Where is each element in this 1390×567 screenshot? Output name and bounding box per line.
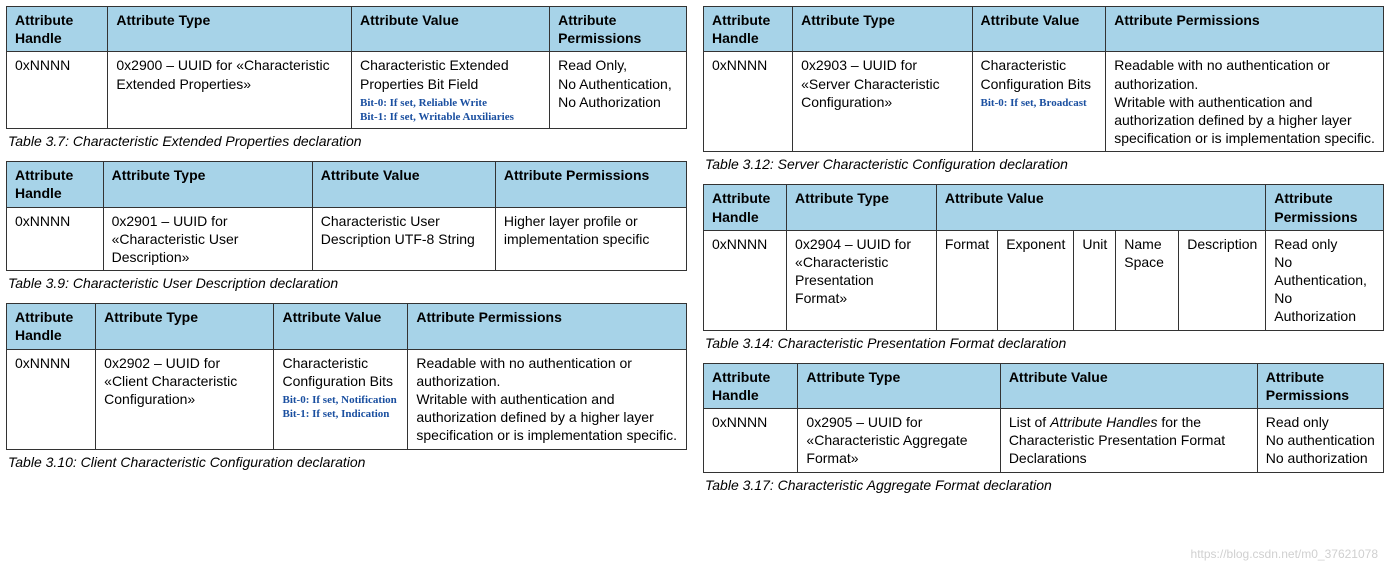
table-caption: Table 3.14: Characteristic Presentation … bbox=[705, 335, 1384, 351]
cell-handle: 0xNNNN bbox=[7, 207, 104, 271]
col-perm: Attribute Permissions bbox=[1266, 185, 1384, 230]
cell-type: 0x2901 – UUID for «Characteristic User D… bbox=[103, 207, 312, 271]
sub-format: Format bbox=[936, 230, 997, 330]
table-3-17: Attribute Handle Attribute Type Attribut… bbox=[703, 363, 1384, 473]
sub-exponent: Exponent bbox=[998, 230, 1074, 330]
table-3-10: Attribute Handle Attribute Type Attribut… bbox=[6, 303, 687, 449]
cell-handle: 0xNNNN bbox=[704, 52, 793, 152]
table-header-row: Attribute Handle Attribute Type Attribut… bbox=[704, 185, 1384, 230]
col-value: Attribute Value bbox=[936, 185, 1265, 230]
cell-type: 0x2904 – UUID for «Characteristic Presen… bbox=[787, 230, 937, 330]
cell-perm: Read only No Authentication, No Authoriz… bbox=[1266, 230, 1384, 330]
col-type: Attribute Type bbox=[103, 162, 312, 207]
sub-description: Description bbox=[1179, 230, 1266, 330]
col-type: Attribute Type bbox=[96, 304, 274, 349]
col-perm: Attribute Permissions bbox=[408, 304, 687, 349]
cell-value: Characteristic Configuration Bits Bit-0:… bbox=[274, 349, 408, 449]
col-handle: Attribute Handle bbox=[7, 304, 96, 349]
cell-type: 0x2902 – UUID for «Client Characteristic… bbox=[96, 349, 274, 449]
cell-perm: Read only No authentication No authoriza… bbox=[1257, 409, 1383, 473]
table-3-7: Attribute Handle Attribute Type Attribut… bbox=[6, 6, 687, 129]
val-pre: List of bbox=[1009, 414, 1050, 430]
value-annotation: Bit-0: If set, Broadcast bbox=[981, 97, 1098, 111]
table-row: 0xNNNN 0x2903 – UUID for «Server Charact… bbox=[704, 52, 1384, 152]
col-type: Attribute Type bbox=[108, 7, 352, 52]
table-header-row: Attribute Handle Attribute Type Attribut… bbox=[7, 304, 687, 349]
right-column: Attribute Handle Attribute Type Attribut… bbox=[703, 6, 1384, 505]
sub-unit: Unit bbox=[1074, 230, 1116, 330]
table-header-row: Attribute Handle Attribute Type Attribut… bbox=[704, 7, 1384, 52]
cell-value-text: Characteristic Configuration Bits bbox=[282, 355, 393, 389]
cell-value: List of Attribute Handles for the Charac… bbox=[1000, 409, 1257, 473]
cell-handle: 0xNNNN bbox=[704, 230, 787, 330]
col-value: Attribute Value bbox=[351, 7, 549, 52]
table-3-12: Attribute Handle Attribute Type Attribut… bbox=[703, 6, 1384, 152]
col-handle: Attribute Handle bbox=[7, 162, 104, 207]
col-perm: Attribute Permissions bbox=[1257, 363, 1383, 408]
left-column: Attribute Handle Attribute Type Attribut… bbox=[6, 6, 687, 505]
cell-value-text: Characteristic Extended Properties Bit F… bbox=[360, 57, 509, 91]
table-3-14: Attribute Handle Attribute Type Attribut… bbox=[703, 184, 1384, 330]
ann-line-1: Bit-0: If set, Notification bbox=[282, 394, 399, 408]
cell-value: Characteristic Configuration Bits Bit-0:… bbox=[972, 52, 1106, 152]
cell-value: Characteristic Extended Properties Bit F… bbox=[351, 52, 549, 129]
col-handle: Attribute Handle bbox=[704, 185, 787, 230]
col-value: Attribute Value bbox=[274, 304, 408, 349]
table-row: 0xNNNN 0x2901 – UUID for «Characteristic… bbox=[7, 207, 687, 271]
table-caption: Table 3.12: Server Characteristic Config… bbox=[705, 156, 1384, 172]
table-3-9: Attribute Handle Attribute Type Attribut… bbox=[6, 161, 687, 271]
two-column-layout: Attribute Handle Attribute Type Attribut… bbox=[6, 6, 1384, 505]
col-handle: Attribute Handle bbox=[704, 363, 798, 408]
col-type: Attribute Type bbox=[793, 7, 972, 52]
table-row: 0xNNNN 0x2900 – UUID for «Characteristic… bbox=[7, 52, 687, 129]
sub-namespace: Name Space bbox=[1116, 230, 1179, 330]
table-header-row: Attribute Handle Attribute Type Attribut… bbox=[7, 7, 687, 52]
table-row: 0xNNNN 0x2902 – UUID for «Client Charact… bbox=[7, 349, 687, 449]
cell-perm: Read Only, No Authentication, No Authori… bbox=[550, 52, 687, 129]
cell-handle: 0xNNNN bbox=[704, 409, 798, 473]
col-value: Attribute Value bbox=[312, 162, 495, 207]
cell-value-text: Characteristic Configuration Bits bbox=[981, 57, 1092, 91]
val-italic: Attribute Handles bbox=[1050, 414, 1157, 430]
cell-type: 0x2900 – UUID for «Characteristic Extend… bbox=[108, 52, 352, 129]
ann-line-2: Bit-1: If set, Writable Auxiliaries bbox=[360, 111, 541, 125]
col-type: Attribute Type bbox=[787, 185, 937, 230]
table-caption: Table 3.17: Characteristic Aggregate For… bbox=[705, 477, 1384, 493]
table-row: 0xNNNN 0x2905 – UUID for «Characteristic… bbox=[704, 409, 1384, 473]
cell-perm: Readable with no authentication or autho… bbox=[408, 349, 687, 449]
value-annotation: Bit-0: If set, Reliable Write Bit-1: If … bbox=[360, 97, 541, 125]
col-perm: Attribute Permissions bbox=[1106, 7, 1384, 52]
watermark-text: https://blog.csdn.net/m0_37621078 bbox=[1191, 547, 1378, 561]
col-type: Attribute Type bbox=[798, 363, 1000, 408]
ann-line-2: Bit-1: If set, Indication bbox=[282, 408, 399, 422]
col-value: Attribute Value bbox=[972, 7, 1106, 52]
cell-type: 0x2903 – UUID for «Server Characteristic… bbox=[793, 52, 972, 152]
ann-line-1: Bit-0: If set, Broadcast bbox=[981, 97, 1098, 111]
cell-handle: 0xNNNN bbox=[7, 349, 96, 449]
col-perm: Attribute Permissions bbox=[550, 7, 687, 52]
col-perm: Attribute Permissions bbox=[495, 162, 686, 207]
table-caption: Table 3.10: Client Characteristic Config… bbox=[8, 454, 687, 470]
cell-value: Characteristic User Description UTF-8 St… bbox=[312, 207, 495, 271]
cell-handle: 0xNNNN bbox=[7, 52, 108, 129]
value-annotation: Bit-0: If set, Notification Bit-1: If se… bbox=[282, 394, 399, 422]
ann-line-1: Bit-0: If set, Reliable Write bbox=[360, 97, 541, 111]
table-row: 0xNNNN 0x2904 – UUID for «Characteristic… bbox=[704, 230, 1384, 330]
cell-perm: Higher layer profile or implementation s… bbox=[495, 207, 686, 271]
cell-perm: Readable with no authentication or autho… bbox=[1106, 52, 1384, 152]
col-handle: Attribute Handle bbox=[704, 7, 793, 52]
table-header-row: Attribute Handle Attribute Type Attribut… bbox=[704, 363, 1384, 408]
table-header-row: Attribute Handle Attribute Type Attribut… bbox=[7, 162, 687, 207]
table-caption: Table 3.7: Characteristic Extended Prope… bbox=[8, 133, 687, 149]
cell-type: 0x2905 – UUID for «Characteristic Aggreg… bbox=[798, 409, 1000, 473]
col-handle: Attribute Handle bbox=[7, 7, 108, 52]
table-caption: Table 3.9: Characteristic User Descripti… bbox=[8, 275, 687, 291]
col-value: Attribute Value bbox=[1000, 363, 1257, 408]
